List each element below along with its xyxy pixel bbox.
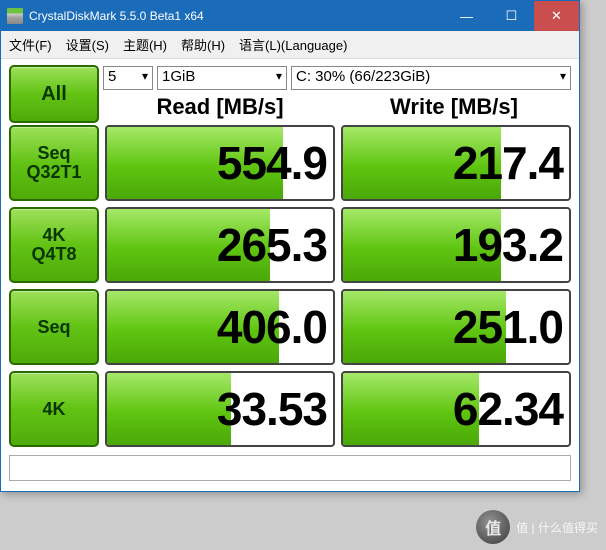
column-headers: Read [MB/s] Write [MB/s] <box>103 92 571 122</box>
menubar: 文件(F) 设置(S) 主题(H) 帮助(H) 语言(L)(Language) <box>1 31 579 59</box>
write-value-text: 62.34 <box>453 382 563 436</box>
test-button-1[interactable]: 4KQ4T8 <box>9 207 99 283</box>
test-count-select[interactable]: 5 <box>103 66 153 90</box>
read-header: Read [MB/s] <box>103 94 337 120</box>
menu-settings[interactable]: 设置(S) <box>66 35 109 54</box>
write-value-cell: 62.34 <box>341 371 571 447</box>
result-row: 4KQ4T8 265.3 193.2 <box>9 207 571 283</box>
read-value-cell: 554.9 <box>105 125 335 201</box>
read-value-cell: 406.0 <box>105 289 335 365</box>
read-value-text: 406.0 <box>217 300 327 354</box>
write-header: Write [MB/s] <box>337 94 571 120</box>
result-row: 4K 33.53 62.34 <box>9 371 571 447</box>
test-button-2[interactable]: Seq <box>9 289 99 365</box>
drive-select[interactable]: C: 30% (66/223GiB) <box>291 66 571 90</box>
write-value-cell: 251.0 <box>341 289 571 365</box>
top-controls-row: All 5 1GiB C: 30% (66/223GiB) Read [MB/s… <box>9 65 571 123</box>
read-value-text: 265.3 <box>217 218 327 272</box>
selectors: 5 1GiB C: 30% (66/223GiB) Read [MB/s] Wr… <box>103 66 571 122</box>
close-button[interactable]: ✕ <box>534 1 579 31</box>
all-button[interactable]: All <box>9 65 99 123</box>
write-value-cell: 193.2 <box>341 207 571 283</box>
read-value-text: 554.9 <box>217 136 327 190</box>
window-title: CrystalDiskMark 5.5.0 Beta1 x64 <box>29 9 444 23</box>
test-button-0[interactable]: SeqQ32T1 <box>9 125 99 201</box>
menu-help[interactable]: 帮助(H) <box>181 35 225 54</box>
write-value-cell: 217.4 <box>341 125 571 201</box>
content-area: All 5 1GiB C: 30% (66/223GiB) Read [MB/s… <box>1 59 579 491</box>
window-controls: — ☐ ✕ <box>444 1 579 31</box>
write-value-text: 251.0 <box>453 300 563 354</box>
read-value-text: 33.53 <box>217 382 327 436</box>
watermark: 值 值 | 什么值得买 <box>476 510 598 544</box>
watermark-text: 值 | 什么值得买 <box>516 519 598 536</box>
watermark-icon: 值 <box>476 510 510 544</box>
test-size-select[interactable]: 1GiB <box>157 66 287 90</box>
menu-language[interactable]: 语言(L)(Language) <box>239 35 347 54</box>
test-button-3[interactable]: 4K <box>9 371 99 447</box>
titlebar[interactable]: CrystalDiskMark 5.5.0 Beta1 x64 — ☐ ✕ <box>1 1 579 31</box>
results-rows: SeqQ32T1 554.9 217.4 4KQ4T8 265.3 193.2 Seq 406… <box>9 125 571 447</box>
selects-row: 5 1GiB C: 30% (66/223GiB) <box>103 66 571 90</box>
read-value-cell: 33.53 <box>105 371 335 447</box>
maximize-button[interactable]: ☐ <box>489 1 534 31</box>
write-value-text: 193.2 <box>453 218 563 272</box>
app-icon <box>7 8 23 24</box>
app-window: CrystalDiskMark 5.5.0 Beta1 x64 — ☐ ✕ 文件… <box>0 0 580 492</box>
read-value-cell: 265.3 <box>105 207 335 283</box>
menu-theme[interactable]: 主题(H) <box>123 35 167 54</box>
status-bar <box>9 455 571 481</box>
result-row: SeqQ32T1 554.9 217.4 <box>9 125 571 201</box>
minimize-button[interactable]: — <box>444 1 489 31</box>
menu-file[interactable]: 文件(F) <box>9 35 52 54</box>
result-row: Seq 406.0 251.0 <box>9 289 571 365</box>
read-fill-bar <box>107 373 231 445</box>
write-value-text: 217.4 <box>453 136 563 190</box>
